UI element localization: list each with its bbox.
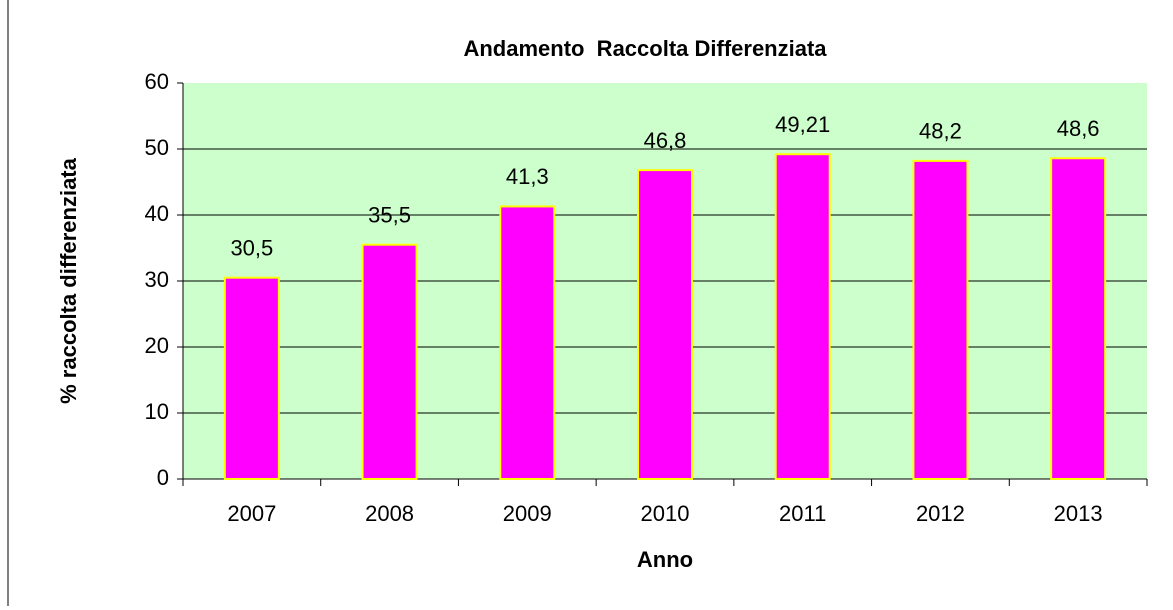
data-label: 41,3 — [506, 164, 549, 189]
data-label: 35,5 — [368, 203, 411, 228]
y-tick-label: 60 — [145, 69, 169, 94]
bar — [1050, 157, 1107, 481]
bar — [912, 159, 969, 480]
x-axis-label: Anno — [637, 547, 693, 572]
bar — [223, 276, 280, 481]
data-label: 48,2 — [919, 119, 962, 144]
x-tick-label: 2009 — [503, 501, 552, 526]
x-tick-label: 2011 — [779, 501, 826, 526]
bar — [637, 169, 693, 480]
y-tick-label: 50 — [145, 135, 169, 160]
x-tick-label: 2012 — [916, 501, 965, 526]
x-tick-label: 2007 — [227, 501, 276, 526]
data-label: 46,8 — [644, 128, 687, 153]
y-axis-label: % raccolta differenziata — [56, 157, 81, 404]
x-tick-label: 2008 — [365, 501, 414, 526]
y-tick-label: 30 — [145, 267, 169, 292]
bar — [361, 243, 418, 480]
data-label: 48,6 — [1057, 116, 1100, 141]
y-tick-label: 40 — [145, 201, 169, 226]
x-tick-label: 2013 — [1054, 501, 1103, 526]
y-tick-label: 0 — [157, 465, 169, 490]
y-tick-label: 10 — [145, 399, 169, 424]
data-label: 49,21 — [775, 112, 830, 137]
data-label: 30,5 — [230, 236, 273, 261]
y-tick-label: 20 — [145, 333, 169, 358]
bar — [499, 205, 556, 480]
x-tick-label: 2010 — [641, 501, 690, 526]
bar — [774, 153, 831, 481]
chart-title: Andamento Raccolta Differenziata — [463, 36, 827, 61]
